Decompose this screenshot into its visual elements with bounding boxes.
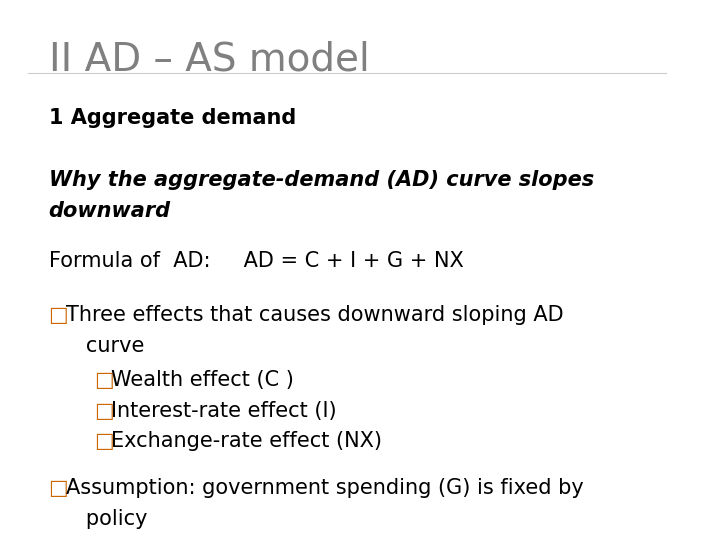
Text: Formula of  AD:     AD = C + I + G + NX: Formula of AD: AD = C + I + G + NX [48,251,463,271]
Text: Three effects that causes downward sloping AD: Three effects that causes downward slopi… [66,305,564,325]
Text: Assumption: government spending (G) is fixed by: Assumption: government spending (G) is f… [66,478,584,498]
Text: Exchange-rate effect (NX): Exchange-rate effect (NX) [111,431,382,451]
Text: Interest-rate effect (I): Interest-rate effect (I) [111,401,337,421]
Text: □: □ [94,401,114,421]
Text: II AD – AS model: II AD – AS model [48,40,369,78]
Text: policy: policy [66,509,148,529]
Text: □: □ [48,305,68,325]
Text: downward: downward [48,201,171,221]
Text: □: □ [48,478,68,498]
Text: curve: curve [66,336,144,356]
Text: Wealth effect (C ): Wealth effect (C ) [111,370,294,390]
Text: □: □ [94,370,114,390]
Text: Why the aggregate-demand (AD) curve slopes: Why the aggregate-demand (AD) curve slop… [48,170,594,190]
FancyBboxPatch shape [0,0,701,540]
Text: □: □ [94,431,114,451]
Text: 1 Aggregate demand: 1 Aggregate demand [48,108,296,128]
